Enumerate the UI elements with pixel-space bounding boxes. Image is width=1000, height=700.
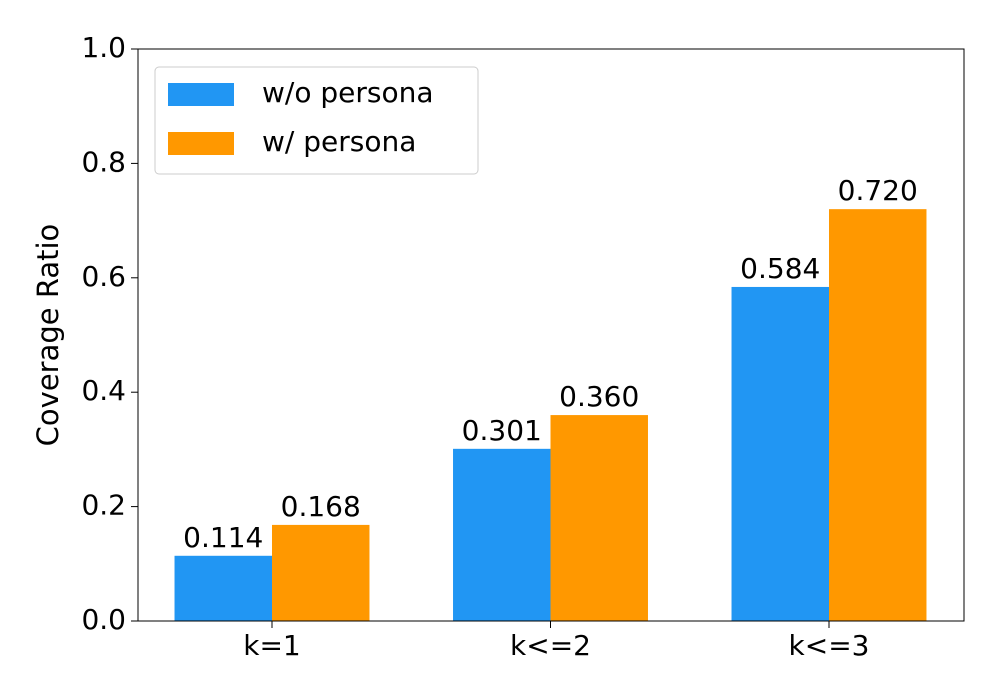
y-axis-label: Coverage Ratio <box>31 224 65 447</box>
x-tick-label: k=1 <box>243 629 301 662</box>
y-tick-label: 1.0 <box>81 31 126 64</box>
y-tick-label: 0.0 <box>81 603 126 636</box>
y-tick-label: 0.6 <box>81 260 126 293</box>
legend-label: w/o persona <box>262 76 434 109</box>
bar <box>453 448 551 621</box>
value-label: 0.301 <box>462 414 542 447</box>
bar <box>550 415 648 621</box>
bar <box>731 286 829 621</box>
bar <box>272 524 370 621</box>
y-tick-label: 0.4 <box>81 374 126 407</box>
legend-swatch <box>168 132 234 155</box>
legend-label: w/ persona <box>262 125 416 158</box>
value-label: 0.584 <box>740 252 820 285</box>
bar <box>829 209 927 621</box>
value-label: 0.168 <box>281 490 361 523</box>
x-tick-label: k<=2 <box>510 629 591 662</box>
y-tick-label: 0.2 <box>81 489 126 522</box>
value-label: 0.114 <box>183 521 263 554</box>
x-tick-label: k<=3 <box>789 629 870 662</box>
legend-box <box>154 66 479 175</box>
y-tick-label: 0.8 <box>81 145 126 178</box>
value-label: 0.360 <box>559 380 639 413</box>
plot-frame <box>137 48 965 622</box>
value-label: 0.720 <box>838 174 918 207</box>
legend-swatch <box>168 83 234 106</box>
bar <box>174 555 272 621</box>
